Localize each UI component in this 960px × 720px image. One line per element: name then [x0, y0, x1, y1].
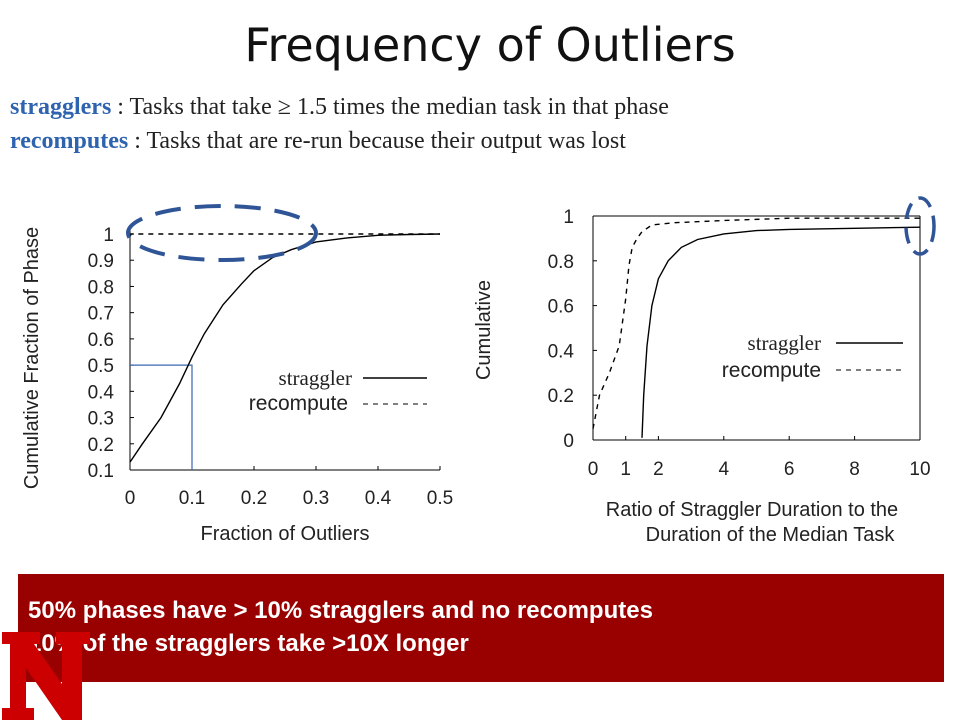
x-axis-label-line: Ratio of Straggler Duration to the: [606, 499, 898, 521]
n-logo-icon: [2, 632, 90, 720]
x-tick-label: 0.1: [179, 488, 205, 509]
definition-stragglers: stragglers : Tasks that take ≥ 1.5 times…: [10, 90, 669, 124]
banner-line: 10% of the stragglers take >10X longer: [28, 630, 469, 657]
x-axis-label-line: Duration of the Median Task: [646, 524, 896, 546]
x-tick-label: 0.4: [365, 488, 392, 509]
y-tick-label: 0.2: [548, 386, 574, 407]
y-tick-label: 0.6: [88, 330, 114, 351]
legend-label: recompute: [722, 359, 821, 382]
definition-recomputes: recomputes : Tasks that are re-run becau…: [10, 124, 669, 158]
y-tick-label: 0.5: [88, 356, 114, 377]
summary-banner: 50% phases have > 10% stragglers and no …: [18, 574, 944, 682]
y-tick-label: 1: [103, 225, 114, 246]
legend-label: straggler: [279, 366, 352, 390]
university-logo: [2, 632, 90, 720]
x-tick-label: 0.3: [303, 488, 329, 509]
y-tick-label: 1: [563, 207, 574, 228]
x-tick-label: 0.5: [427, 488, 453, 509]
y-tick-label: 0.4: [548, 341, 575, 362]
y-tick-label: 0.2: [88, 435, 114, 456]
y-tick-label: 0: [563, 431, 574, 452]
x-tick-label: 0: [588, 459, 599, 480]
series-line-straggler: [129, 233, 441, 463]
y-tick-label: 0.4: [88, 382, 115, 403]
banner-line: 50% phases have > 10% stragglers and no …: [28, 597, 653, 624]
x-tick-label: 0: [125, 488, 136, 509]
definitions: stragglers : Tasks that take ≥ 1.5 times…: [10, 90, 669, 158]
highlight-ellipse: [126, 204, 318, 262]
x-tick-label: 6: [784, 459, 795, 480]
slide-title: Frequency of Outliers: [244, 18, 736, 72]
y-axis-label: Cumulative Fraction of Phase: [21, 227, 43, 489]
x-tick-label: 1: [620, 459, 631, 480]
x-tick-label: 8: [849, 459, 860, 480]
highlight-ellipse: [904, 196, 936, 256]
x-tick-label: 0.2: [241, 488, 267, 509]
series-line-straggler: [641, 226, 921, 438]
x-tick-label: 10: [909, 459, 930, 480]
y-tick-label: 0.8: [88, 277, 114, 298]
y-tick-label: 0.7: [88, 304, 114, 325]
y-tick-label: 0.8: [548, 252, 574, 273]
series-line-recompute: [592, 217, 920, 429]
y-tick-label: 0.6: [548, 297, 574, 318]
y-tick-label: 0.9: [88, 251, 114, 272]
y-tick-label: 0.3: [88, 409, 114, 430]
legend-label: straggler: [748, 331, 821, 355]
y-tick-label: 0.1: [88, 461, 114, 482]
guide-line: [130, 364, 193, 470]
y-axis-label: Cumulative: [473, 280, 495, 380]
definition-text: : Tasks that are re-run because their ou…: [128, 128, 626, 154]
x-tick-label: 2: [653, 459, 664, 480]
definition-term: stragglers: [10, 94, 112, 120]
x-axis-label: Fraction of Outliers: [201, 523, 370, 545]
x-tick-label: 4: [719, 459, 730, 480]
charts-canvas: 0 0.1 0.2 0.3 0.4 0.5 0.1 0.2 0.3 0.4 0.5 0.6 0.7 0.8…: [21, 196, 936, 546]
definition-text: : Tasks that take ≥ 1.5 times the median…: [111, 94, 669, 120]
legend-label: recompute: [249, 392, 348, 415]
definition-term: recomputes: [10, 128, 129, 154]
